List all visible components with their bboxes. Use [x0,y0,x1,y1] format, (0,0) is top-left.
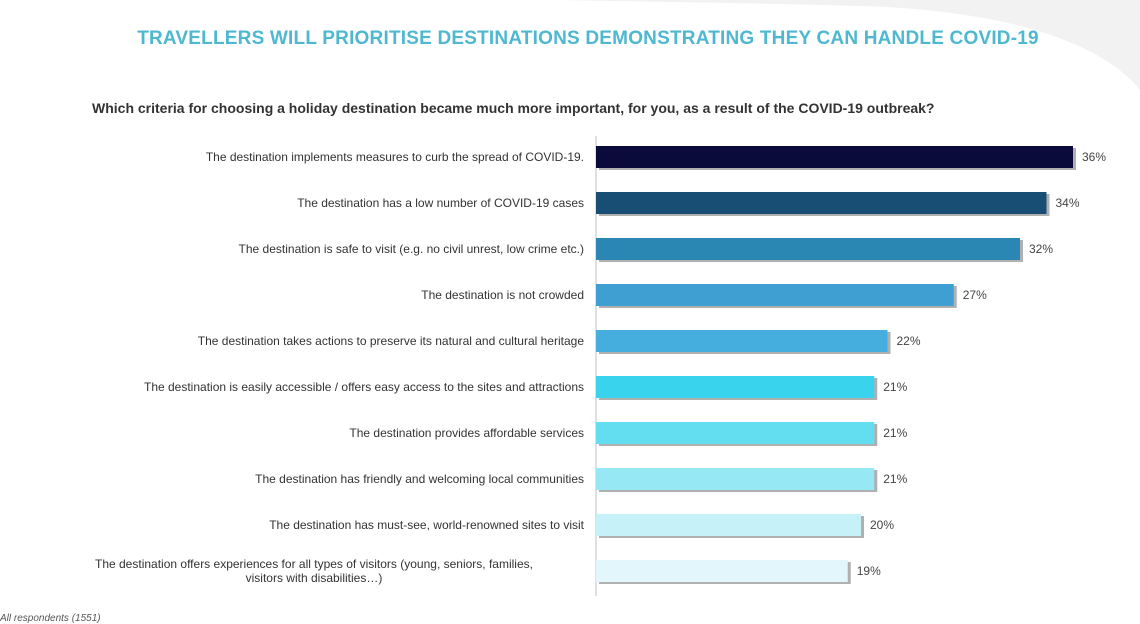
bar-1 [596,146,1073,168]
base-footnote: All respondents (1551) [0,613,101,624]
value-label-2: 34% [1056,196,1080,210]
category-label-4: The destination is not crowded [421,288,584,302]
bar-6 [596,376,875,398]
value-label-7: 21% [883,426,907,440]
category-label-7: The destination provides affordable serv… [349,426,584,440]
value-label-3: 32% [1029,242,1053,256]
bar-2 [596,192,1047,214]
chart-question: Which criteria for choosing a holiday de… [92,100,935,116]
value-label-4: 27% [963,288,987,302]
value-label-8: 21% [883,472,907,486]
bar-3 [596,238,1020,260]
value-label-9: 20% [870,518,894,532]
bar-5 [596,330,888,352]
page-title: TRAVELLERS WILL PRIORITISE DESTINATIONS … [137,28,1039,49]
value-label-5: 22% [897,334,921,348]
category-label-1: The destination implements measures to c… [206,150,584,164]
value-label-6: 21% [883,380,907,394]
category-label-5: The destination takes actions to preserv… [198,334,585,348]
bar-7 [596,422,875,444]
bar-9 [596,514,861,536]
bar-10 [596,560,848,582]
category-label-2: The destination has a low number of COVI… [297,196,584,210]
value-label-10: 19% [857,564,881,578]
category-label-3: The destination is safe to visit (e.g. n… [239,242,584,256]
category-label-6: The destination is easily accessible / o… [144,380,584,394]
value-label-1: 36% [1082,150,1106,164]
category-label-8: The destination has friendly and welcomi… [255,472,584,486]
category-label-10: The destination offers experiences for a… [95,557,533,585]
bar-4 [596,284,954,306]
category-label-9: The destination has must-see, world-reno… [269,518,584,532]
bar-8 [596,468,875,490]
